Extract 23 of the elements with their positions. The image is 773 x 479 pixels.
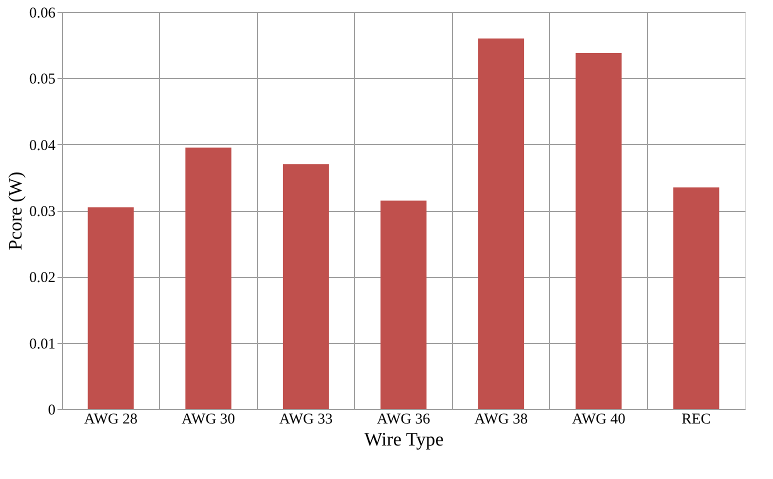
- x-tick-label: AWG 30: [182, 412, 236, 428]
- x-tick-label: AWG 28: [84, 412, 138, 428]
- x-tick-label: AWG 33: [279, 412, 333, 428]
- y-tick-label: 0.03: [29, 204, 56, 220]
- y-tick-label: 0.02: [29, 270, 56, 286]
- y-tick-label: 0.01: [29, 336, 56, 352]
- y-tick-label: 0.04: [29, 138, 56, 154]
- x-tick-label: AWG 36: [376, 412, 431, 428]
- bar: [478, 38, 524, 409]
- bar: [576, 53, 622, 409]
- bar: [185, 148, 232, 409]
- y-axis-title: Pcore (W): [5, 172, 26, 250]
- x-tick-label: AWG 38: [474, 412, 528, 428]
- bar: [380, 200, 426, 409]
- y-tick-label: 0.06: [29, 6, 56, 22]
- y-tick-label: 0.05: [29, 72, 56, 88]
- x-tick-label: REC: [682, 412, 711, 428]
- bar: [88, 207, 134, 409]
- y-tick-label: 0: [48, 402, 56, 418]
- bar: [673, 187, 720, 409]
- bar: [282, 164, 329, 409]
- x-axis-title: Wire Type: [364, 430, 444, 450]
- x-tick-label: AWG 40: [572, 412, 626, 428]
